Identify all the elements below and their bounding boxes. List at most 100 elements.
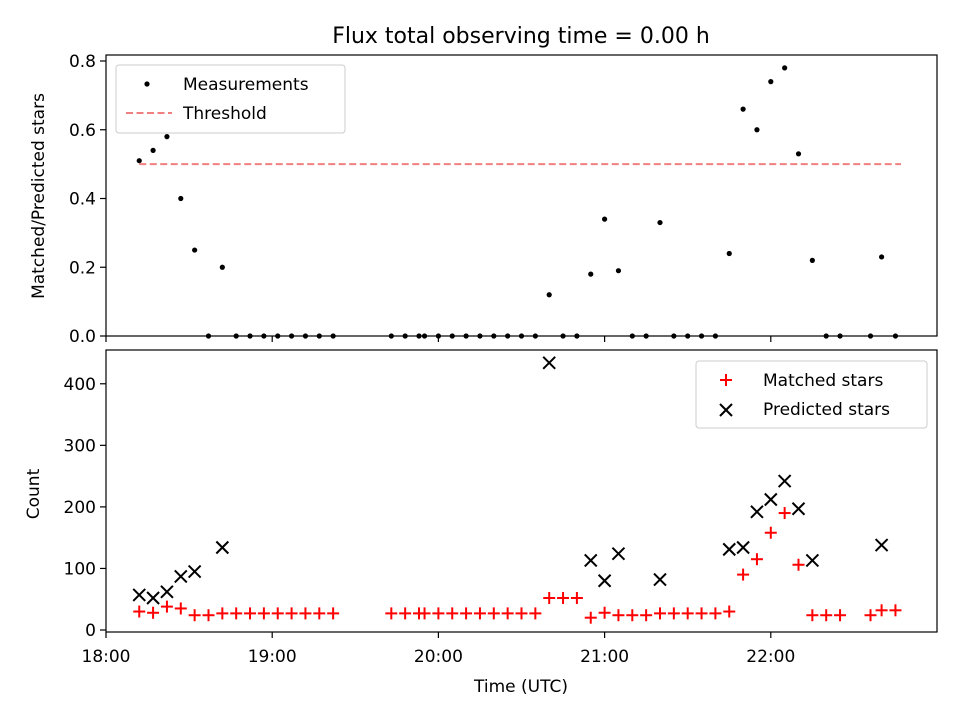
matched-star-point — [327, 607, 340, 620]
bottom-y-tick-label: 0 — [85, 621, 96, 641]
matched-star-point — [709, 607, 722, 620]
legend-measurements-label: Measurements — [183, 75, 309, 95]
matched-star-point — [654, 607, 666, 620]
matched-star-point — [543, 591, 556, 604]
measurement-point — [726, 250, 732, 257]
measurement-point — [809, 257, 815, 263]
measurement-point — [740, 106, 746, 112]
measurement-point — [588, 271, 594, 277]
predicted-star-point — [874, 538, 889, 552]
matched-star-point — [432, 607, 445, 620]
measurement-point — [768, 79, 774, 85]
top-plot-frame — [105, 54, 938, 337]
matched-star-point — [806, 609, 819, 622]
matched-star-point — [557, 591, 570, 604]
matched-star-point — [864, 609, 877, 622]
matched-star-point — [487, 607, 500, 620]
matched-star-point — [160, 600, 173, 613]
top-panel: 0.00.20.40.60.8 Matched/Predicted stars … — [29, 52, 938, 347]
top-y-tick-label: 0.6 — [69, 121, 96, 141]
legend-threshold-label: Threshold — [182, 104, 267, 124]
matched-star-point — [695, 607, 708, 620]
matched-star-point — [188, 609, 201, 622]
matched-star-point — [285, 607, 298, 620]
matched-star-point — [216, 607, 229, 620]
predicted-star-point — [187, 564, 202, 579]
matched-star-point — [820, 609, 833, 622]
predicted-star-point — [777, 474, 792, 488]
matched-star-point — [626, 609, 639, 622]
matched-star-point — [202, 609, 215, 622]
matched-star-point — [681, 607, 694, 620]
measurement-point — [136, 158, 142, 164]
predicted-star-point — [791, 502, 806, 516]
chart-title: Flux total observing time = 0.00 h — [332, 24, 710, 49]
legend-matched-label: Matched stars — [763, 371, 883, 391]
matched-star-point — [446, 607, 459, 620]
matched-star-point — [515, 607, 528, 620]
measurement-point — [164, 134, 170, 140]
matched-star-point — [147, 606, 160, 619]
bottom-x-tick-label: 18:00 — [82, 647, 131, 667]
predicted-star-point — [611, 546, 626, 561]
predicted-star-point — [805, 553, 820, 568]
predicted-star-point — [653, 572, 667, 587]
matched-star-point — [244, 607, 257, 620]
top-legend-box — [115, 64, 346, 134]
top-y-tick-label: 0.8 — [69, 52, 96, 72]
bottom-x-axis-label: Time (UTC) — [473, 677, 568, 697]
matched-star-point — [750, 553, 763, 566]
legend-predicted-label: Predicted stars — [763, 400, 890, 420]
matched-star-point — [792, 558, 805, 571]
bottom-x-tick-label: 20:00 — [414, 647, 463, 667]
bottom-legend: Matched stars Predicted stars — [695, 360, 928, 429]
measurement-point — [150, 147, 156, 153]
measurement-point — [219, 264, 225, 270]
bottom-y-axis-label: Count — [24, 468, 44, 519]
top-y-axis-label: Matched/Predicted stars — [29, 93, 49, 299]
matched-star-point — [834, 609, 847, 622]
matched-star-point — [271, 607, 284, 620]
matched-star-point — [501, 607, 514, 620]
matched-star-point — [473, 607, 486, 620]
bottom-y-tick-label: 100 — [64, 559, 96, 579]
predicted-star-point — [132, 588, 146, 602]
legend-matched-marker — [720, 374, 732, 386]
bottom-x-tick-label: 19:00 — [248, 647, 297, 667]
matched-star-point — [460, 607, 473, 620]
predicted-star-point — [542, 356, 556, 370]
matched-star-point — [230, 607, 243, 620]
legend-predicted-marker — [719, 403, 733, 417]
matched-star-point — [723, 605, 736, 618]
matched-star-point — [529, 607, 542, 620]
matched-star-point — [385, 607, 398, 620]
bottom-plot-frame — [105, 349, 938, 633]
predicted-star-point — [174, 569, 188, 584]
predicted-star-point — [736, 540, 750, 555]
measurement-point — [546, 292, 552, 298]
top-y-tick-label: 0.4 — [69, 190, 96, 210]
matched-star-point — [257, 607, 270, 620]
measurement-point — [192, 247, 198, 253]
measurement-point — [754, 127, 760, 133]
predicted-star-point — [750, 505, 764, 519]
matched-star-point — [737, 568, 750, 581]
matched-star-point — [299, 607, 312, 620]
legend-measurements-marker — [144, 81, 150, 87]
matched-star-point — [612, 609, 625, 622]
predicted-star-point — [722, 542, 736, 557]
matched-star-point — [667, 607, 680, 620]
top-y-tick-label: 0.0 — [69, 327, 96, 347]
bottom-y-tick-label: 300 — [64, 436, 96, 456]
predicted-star-point — [146, 591, 160, 605]
bottom-x-tick-label: 22:00 — [746, 647, 795, 667]
matched-star-point — [640, 609, 653, 622]
predicted-star-point — [597, 574, 612, 588]
matched-star-point — [133, 605, 146, 618]
predicted-star-point — [215, 540, 230, 555]
measurement-point — [879, 254, 885, 260]
bottom-y-tick-label: 200 — [64, 498, 96, 518]
matched-star-point — [418, 607, 431, 620]
predicted-star-point — [584, 553, 598, 568]
